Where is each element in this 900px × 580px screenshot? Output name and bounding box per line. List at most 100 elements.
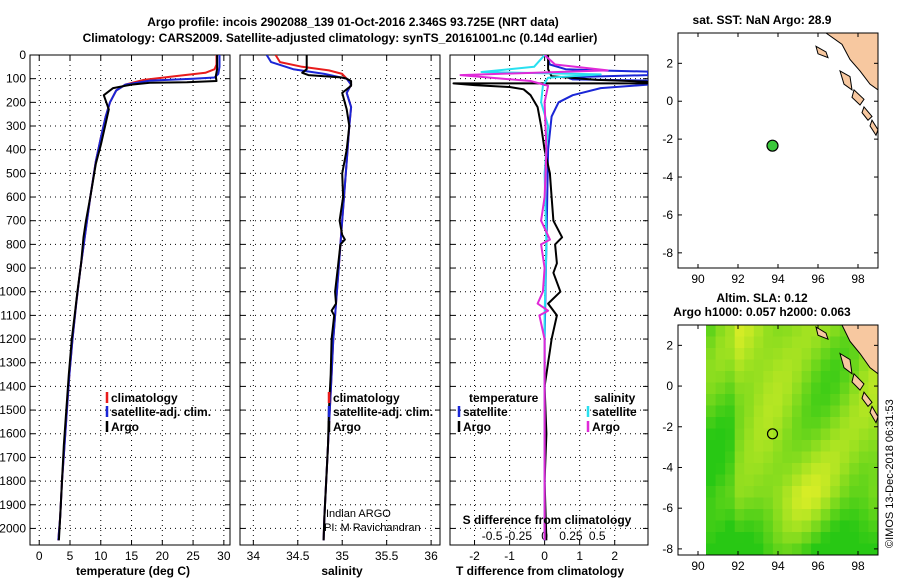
sla_map-cell	[744, 359, 755, 372]
temperature-ytick-label-10: 1000	[0, 285, 26, 299]
sla_map-cell	[820, 486, 831, 499]
sla_map-cell	[839, 428, 850, 441]
difference-series-2	[480, 55, 602, 541]
sla_map-cell	[734, 486, 745, 499]
sla_map-cell	[811, 440, 822, 453]
sla_map-ytick-label-0: 2	[666, 338, 673, 352]
salinity-xtick-label-2: 35	[336, 549, 350, 563]
sla_map-cell	[849, 359, 860, 372]
sla_map-cell	[763, 497, 774, 510]
sla_map-cell	[849, 451, 860, 464]
sla_map-cell	[820, 325, 831, 338]
sla_map-cell	[849, 474, 860, 487]
sla_map-cell	[849, 428, 860, 441]
sla_map-cell	[725, 463, 736, 476]
sla_map-cell	[782, 325, 793, 338]
sla_map-cell	[753, 463, 764, 476]
sla_map-cell	[753, 336, 764, 349]
sla_map-cell	[849, 532, 860, 545]
sla_map-cell	[801, 371, 812, 384]
sla_map-cell	[801, 428, 812, 441]
temperature-ytick-label-2: 200	[6, 95, 26, 109]
temperature-ytick-label-11: 1100	[0, 308, 26, 322]
sla_map-land-island-0	[815, 325, 829, 341]
sla_map-cell	[801, 394, 812, 407]
sla_map-cell	[849, 486, 860, 499]
sla_map-cell	[753, 474, 764, 487]
sla_map-cell	[868, 382, 878, 395]
sla_map-cell	[763, 509, 774, 522]
sla_map-cell	[706, 417, 717, 430]
sst_map-ytick-label-3: -4	[662, 170, 673, 184]
sla_map-cell	[820, 336, 831, 349]
sla_map-blank-west	[678, 325, 706, 555]
sla_map-cell	[715, 497, 726, 510]
sst_map-ytick-label-1: 0	[666, 94, 673, 108]
sla_map-cell	[868, 509, 878, 522]
sla_map-cell	[811, 336, 822, 349]
sla_map-cell	[868, 440, 878, 453]
sla_map-cell	[753, 405, 764, 418]
sla_map-cell	[772, 440, 784, 453]
difference-top-label: S difference from climatology	[463, 513, 632, 527]
sla_map-cell	[868, 474, 878, 487]
sla_map-cell	[811, 405, 822, 418]
sla_map-cell	[839, 417, 850, 430]
sla_map-cell	[830, 463, 841, 476]
sla_map-cell	[753, 394, 764, 407]
sla_map-cell	[820, 382, 831, 395]
temperature-ytick-label-7: 700	[6, 214, 26, 228]
sla_map-cell	[782, 486, 793, 499]
sla_map-cell	[753, 509, 764, 522]
sla_map-cell	[725, 474, 736, 487]
sla_map-cell	[725, 509, 736, 522]
sla_map-cell	[858, 451, 870, 464]
sla_map-cell	[830, 520, 841, 533]
sla_map-cell	[753, 520, 764, 533]
sla_map-cell	[763, 543, 774, 555]
sst_map-ytick-label-0: 2	[666, 56, 673, 70]
sla_map-cell	[744, 371, 755, 384]
sla_map-cell	[792, 382, 803, 395]
sla_map-cell	[725, 382, 736, 395]
sst_map-land-sumatra	[825, 33, 878, 91]
sla_map-cell	[858, 440, 870, 453]
sla_map-cell	[734, 474, 745, 487]
sst_map-land-island-2	[851, 88, 865, 106]
temperature-frame	[29, 54, 231, 546]
sla_map-cell	[820, 440, 831, 453]
sla_map-cell	[725, 394, 736, 407]
sla_map-cell	[792, 463, 803, 476]
sla_map-cell	[830, 336, 841, 349]
sla_map-cell	[849, 382, 860, 395]
sla_map-cell	[811, 451, 822, 464]
sla_map-cell	[763, 428, 774, 441]
sla_map-cell	[858, 382, 870, 395]
temperature-ytick-label-6: 600	[6, 190, 26, 204]
sla_map-cell	[801, 497, 812, 510]
sla_map-cell	[763, 348, 774, 361]
sla_map-cell	[734, 451, 745, 464]
sla_map-cell	[715, 417, 726, 430]
sla_map-cell	[744, 417, 755, 430]
difference-top-tick-label-3: 0.25	[559, 529, 583, 543]
sla_map-cell	[801, 451, 812, 464]
sla_map-cell	[706, 428, 717, 441]
sla_map-cell	[772, 532, 784, 545]
sla_map-cell	[811, 486, 822, 499]
sla_map-cell	[839, 463, 850, 476]
sla_map-cell	[801, 509, 812, 522]
sst_map-land-island-1	[839, 69, 853, 91]
sla_map-cell	[820, 405, 831, 418]
sla_map-cell	[820, 359, 831, 372]
sla_map-cell	[706, 474, 717, 487]
sla_map-cell	[868, 451, 878, 464]
sla_map-cell	[734, 336, 745, 349]
sla_map-cell	[753, 428, 764, 441]
sla_map-xtick-label-0: 90	[691, 559, 705, 573]
temperature-ytick-label-5: 500	[6, 166, 26, 180]
sla_map-cell	[782, 520, 793, 533]
sst_map-xtick-label-3: 96	[811, 272, 825, 286]
salinity-annotation-2: PI: M Ravichandran	[324, 522, 421, 534]
sla_map-cell	[849, 405, 860, 418]
